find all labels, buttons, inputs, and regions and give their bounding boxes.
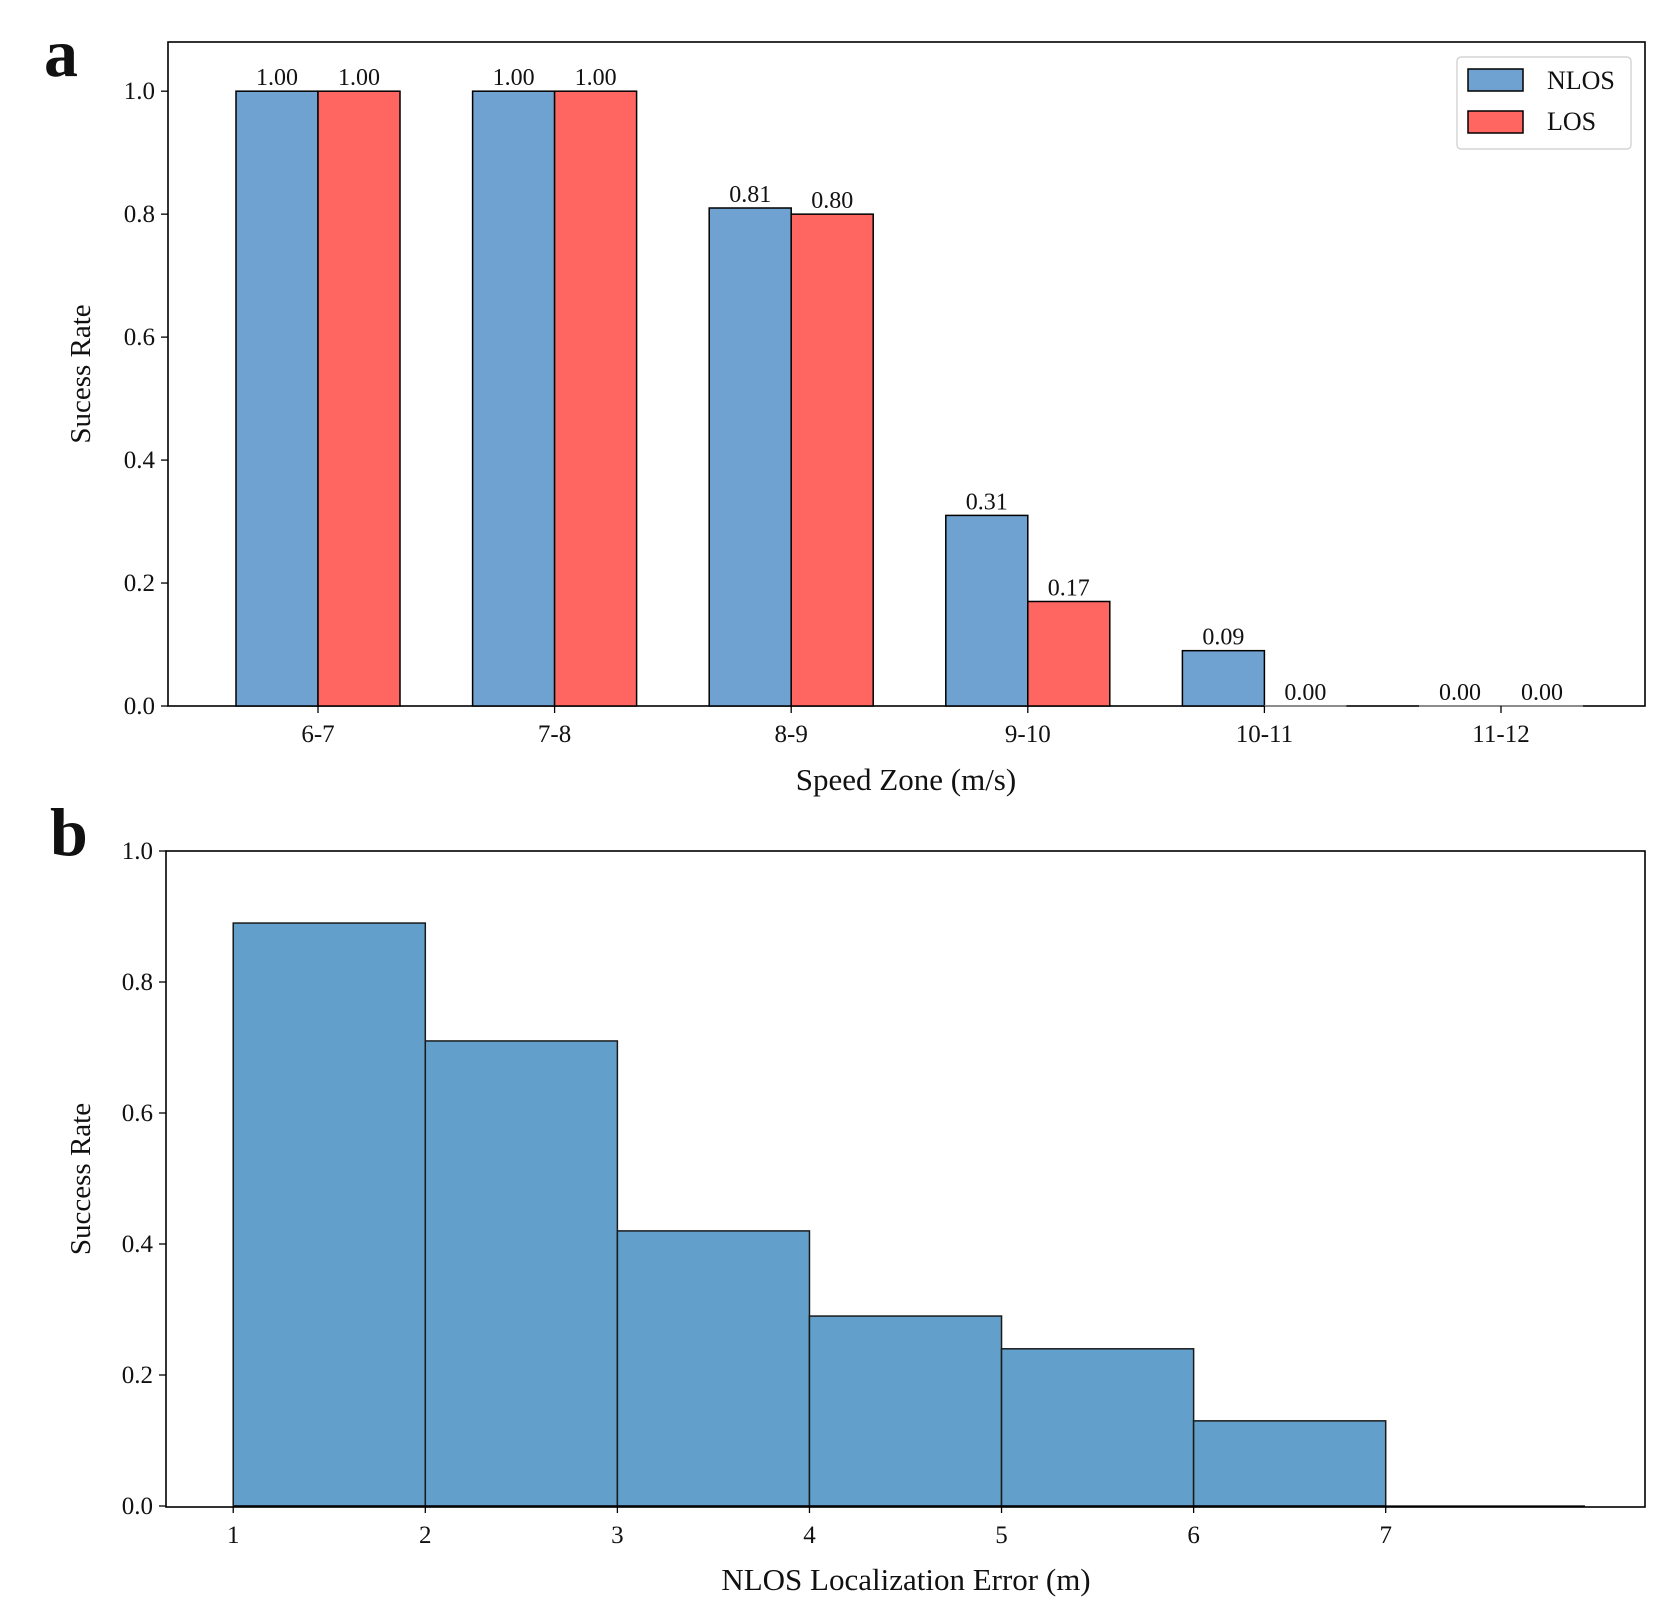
bar-nlos-10-11	[1181, 649, 1266, 707]
b-x-tick-label-6: 6	[1187, 1522, 1200, 1549]
chart-a-data-labels: 1.00 1.00 1.00 1.00 0.81 0.80 0.31 0.17 0.09 0.00…	[256, 65, 1563, 706]
y-tick-label-0.8: 0.8	[124, 201, 155, 228]
data-label-nlos-7-8: 1.00	[493, 65, 535, 91]
data-label-nlos-8-9: 0.81	[729, 182, 771, 208]
b-y-tick-label-0.4: 0.4	[122, 1231, 154, 1258]
data-label-nlos-11-12: 0.00	[1439, 680, 1481, 706]
data-label-los-8-9: 0.80	[811, 188, 853, 214]
data-label-nlos-10-11: 0.09	[1202, 625, 1244, 651]
data-label-nlos-6-7: 1.00	[256, 65, 298, 91]
data-label-los-6-7: 1.00	[338, 65, 380, 91]
bar-los-6-7	[317, 90, 401, 707]
b-x-tick-label-4: 4	[803, 1522, 816, 1549]
b-x-tick-label-2: 2	[419, 1522, 432, 1549]
legend-swatch-nlos	[1467, 68, 1524, 92]
b-x-tick-label-1: 1	[227, 1522, 240, 1549]
hist-bar-6-7	[1192, 1420, 1387, 1507]
y-tick-label-0.2: 0.2	[124, 570, 155, 597]
legend-label-nlos: NLOS	[1547, 66, 1615, 95]
chart-a-x-ticks: 6-7 7-8 8-9 9-10 10-11 11-12	[301, 706, 1530, 748]
x-tick-label-6-7: 6-7	[301, 721, 334, 748]
b-x-tick-label-3: 3	[611, 1522, 624, 1549]
chart-b-y-ticks: 0.0 0.2 0.4 0.6 0.8 1.0	[122, 838, 166, 1520]
b-x-tick-label-7: 7	[1379, 1522, 1392, 1549]
y-tick-label-0.0: 0.0	[124, 693, 155, 720]
x-tick-label-9-10: 9-10	[1005, 721, 1051, 748]
chart-b-bars	[232, 922, 1387, 1507]
data-label-los-10-11: 0.00	[1284, 680, 1326, 706]
b-y-tick-label-0.8: 0.8	[122, 969, 153, 996]
x-tick-label-10-11: 10-11	[1236, 721, 1293, 748]
chart-a-legend: NLOS LOS	[1456, 56, 1632, 150]
x-tick-label-8-9: 8-9	[775, 721, 808, 748]
y-tick-label-1.0: 1.0	[124, 78, 155, 105]
chart-b-localization-error: 0.0 0.2 0.4 0.6 0.8 1.0 1 2 3 4 5 6 7 NLOS Localiza…	[65, 838, 1646, 1597]
y-tick-label-0.4: 0.4	[124, 447, 156, 474]
panel-a-label: a	[44, 15, 78, 91]
bar-los-7-8	[553, 90, 638, 707]
b-y-tick-label-1.0: 1.0	[122, 838, 153, 865]
bar-nlos-8-9	[708, 207, 792, 707]
chart-a-bars	[235, 90, 1583, 707]
chart-a-x-axis-title: Speed Zone (m/s)	[796, 762, 1016, 797]
data-label-los-11-12: 0.00	[1521, 680, 1563, 706]
legend-swatch-los	[1467, 110, 1524, 134]
y-tick-label-0.6: 0.6	[124, 324, 155, 351]
bar-nlos-9-10	[945, 514, 1029, 707]
data-label-los-7-8: 1.00	[575, 65, 617, 91]
hist-bar-5-6	[1000, 1348, 1195, 1507]
chart-b-x-axis-title: NLOS Localization Error (m)	[721, 1562, 1090, 1597]
chart-b-plot-area	[165, 850, 1646, 1508]
b-y-tick-label-0.6: 0.6	[122, 1100, 153, 1127]
legend-label-los: LOS	[1547, 107, 1596, 136]
hist-bar-3-4	[616, 1230, 811, 1507]
chart-a-y-axis-title: Sucess Rate	[65, 304, 97, 443]
chart-a-y-ticks: 0.0 0.2 0.4 0.6 0.8 1.0	[124, 78, 168, 720]
b-y-tick-label-0.2: 0.2	[122, 1362, 153, 1389]
chart-a-speed-zone: 1.00 1.00 1.00 1.000.81 0.800.310.170.090.00…	[65, 41, 1646, 797]
bar-los-9-10	[1027, 600, 1111, 707]
x-tick-label-7-8: 7-8	[538, 721, 571, 748]
data-label-los-9-10: 0.17	[1048, 575, 1090, 601]
bar-nlos-7-8	[471, 90, 556, 707]
bar-nlos-6-7	[235, 90, 319, 707]
chart-a-plot-area	[167, 41, 1646, 707]
bar-los-8-9	[790, 213, 874, 707]
b-y-tick-label-0.0: 0.0	[122, 1493, 153, 1520]
data-label-nlos-9-10: 0.31	[966, 489, 1008, 515]
hist-bar-1-2	[232, 922, 427, 1507]
hist-bar-2-3	[424, 1040, 619, 1507]
panel-b-label: b	[50, 794, 88, 870]
x-tick-label-11-12: 11-12	[1472, 721, 1529, 748]
hist-bar-4-5	[808, 1315, 1003, 1507]
b-x-tick-label-5: 5	[995, 1522, 1008, 1549]
chart-b-y-axis-title: Success Rate	[65, 1103, 97, 1255]
chart-b-x-ticks: 1 2 3 4 5 6 7	[227, 1506, 1392, 1549]
